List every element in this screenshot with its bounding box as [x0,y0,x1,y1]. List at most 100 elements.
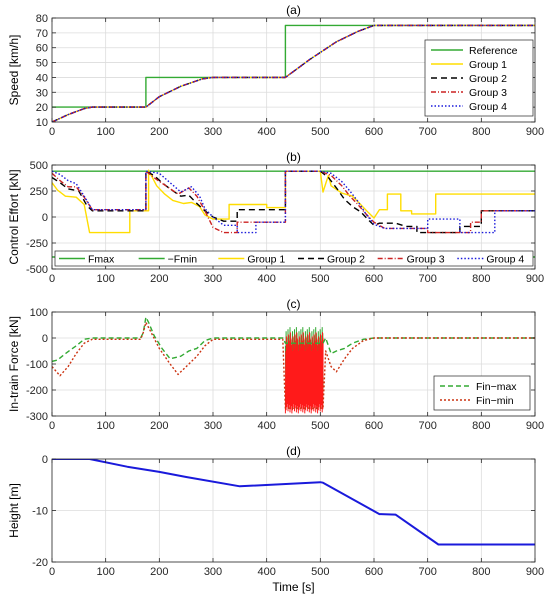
panel-2: (c) 0 100 200 300 400 500 600 700 800 900 -300 -200 -… [7,297,544,432]
y-tick-label: -300 [26,411,48,423]
panel-title: (a) [286,3,301,17]
x-tick-label: 700 [418,566,436,578]
legend: Fin−max Fin−min [433,375,531,411]
x-tick-label: 500 [311,566,329,578]
x-tick-label: 400 [257,126,275,138]
legend-label: Group 3 [407,254,445,266]
x-tick-label: 300 [204,126,222,138]
x-tick-label: 800 [472,420,490,432]
x-tick-label: 200 [150,126,168,138]
x-tick-label: 100 [96,420,114,432]
x-tick-label: 500 [311,126,329,138]
x-tick-label: 600 [365,566,383,578]
x-tick-label: 800 [472,566,490,578]
legend: Reference Group 1 Group 2 Group 3 Group 4 [424,39,534,117]
y-axis-label: In-train Force [kN] [7,316,21,412]
y-tick-label: 100 [30,307,48,319]
panel-title: (d) [286,444,301,458]
x-axis-label: Time [s] [272,580,314,594]
panel-3: (d) 0 100 200 300 400 500 600 700 800 900 -20 -10 0 He… [7,444,544,594]
x-tick-label: 700 [418,126,436,138]
series-line-fin-max [52,316,535,363]
legend-label: Group 2 [469,73,507,85]
panel-title: (b) [286,150,301,164]
y-tick-label: 0 [42,333,48,345]
y-axis-label: Height [m] [7,483,21,538]
legend-label: Group 4 [469,101,507,113]
y-tick-label: 80 [36,13,48,25]
y-axis-label: Control Effort [kN] [7,169,21,264]
x-tick-label: 600 [365,273,383,285]
x-tick-label: 700 [418,273,436,285]
x-tick-label: 500 [311,273,329,285]
legend-label: −Fmin [168,254,198,266]
legend-label: Group 4 [486,254,524,266]
x-tick-label: 600 [365,126,383,138]
y-tick-label: -20 [32,557,48,569]
x-tick-label: 500 [311,420,329,432]
y-tick-label: 70 [36,28,48,40]
x-tick-label: 900 [526,273,544,285]
legend-label: Group 1 [469,59,507,71]
legend: Fmax −Fmin Group 1 Group 2 Group 3 Group 4 [54,250,534,267]
x-tick-label: 900 [526,126,544,138]
series-line-fin-min [52,321,535,409]
y-tick-label: 500 [30,160,48,172]
y-tick-label: -200 [26,385,48,397]
y-tick-label: 30 [36,87,48,99]
panel-title: (c) [287,297,301,311]
axes-box [51,17,536,123]
legend-box [433,375,531,411]
y-tick-label: 0 [42,212,48,224]
y-tick-label: 20 [36,102,48,114]
y-tick-label: 60 [36,43,48,55]
x-tick-label: 400 [257,273,275,285]
x-tick-label: 600 [365,420,383,432]
y-tick-label: 0 [42,454,48,466]
series-group [52,316,535,414]
x-tick-label: 0 [49,126,55,138]
series-line-height [52,459,535,546]
y-tick-label: 40 [36,72,48,84]
series-line-group-3 [52,24,535,122]
y-tick-label: -100 [26,359,48,371]
series-group [52,24,535,122]
x-tick-label: 200 [150,273,168,285]
series-group [52,459,535,546]
oscillation-band [284,327,324,414]
panel-0: (a) 0 100 200 300 400 500 600 700 800 900 10 20 30 40 5… [7,3,544,138]
tick-marks [51,17,536,123]
x-tick-label: 400 [257,566,275,578]
oscillation-min [284,332,324,414]
y-tick-label: 10 [36,117,48,129]
legend-label: Group 2 [327,254,365,266]
x-tick-label: 200 [150,420,168,432]
legend-label: Group 3 [469,87,507,99]
x-tick-label: 300 [204,273,222,285]
y-tick-label: -250 [26,238,48,250]
x-tick-label: 100 [96,273,114,285]
y-axis-label: Speed [km/h] [7,35,21,106]
x-tick-label: 0 [49,420,55,432]
panel-1: (b) 0 100 200 300 400 500 600 700 800 900 -500 -250 0… [7,150,544,285]
y-tick-label: -500 [26,264,48,276]
legend-label: Fin−max [476,381,517,393]
legend-box [54,250,534,267]
x-tick-label: 200 [150,566,168,578]
x-tick-label: 400 [257,420,275,432]
y-tick-label: -10 [32,506,48,518]
y-tick-label: 50 [36,58,48,70]
x-tick-label: 700 [418,420,436,432]
legend-label: Group 1 [247,254,285,266]
x-tick-label: 0 [49,273,55,285]
x-tick-label: 900 [526,420,544,432]
x-tick-label: 900 [526,566,544,578]
tick-marks [51,164,536,270]
y-tick-label: 250 [30,186,48,198]
x-tick-label: 100 [96,566,114,578]
tick-marks [51,311,536,417]
x-tick-label: 300 [204,420,222,432]
series-line-group-4 [52,170,535,234]
legend-label: Reference [469,45,518,57]
